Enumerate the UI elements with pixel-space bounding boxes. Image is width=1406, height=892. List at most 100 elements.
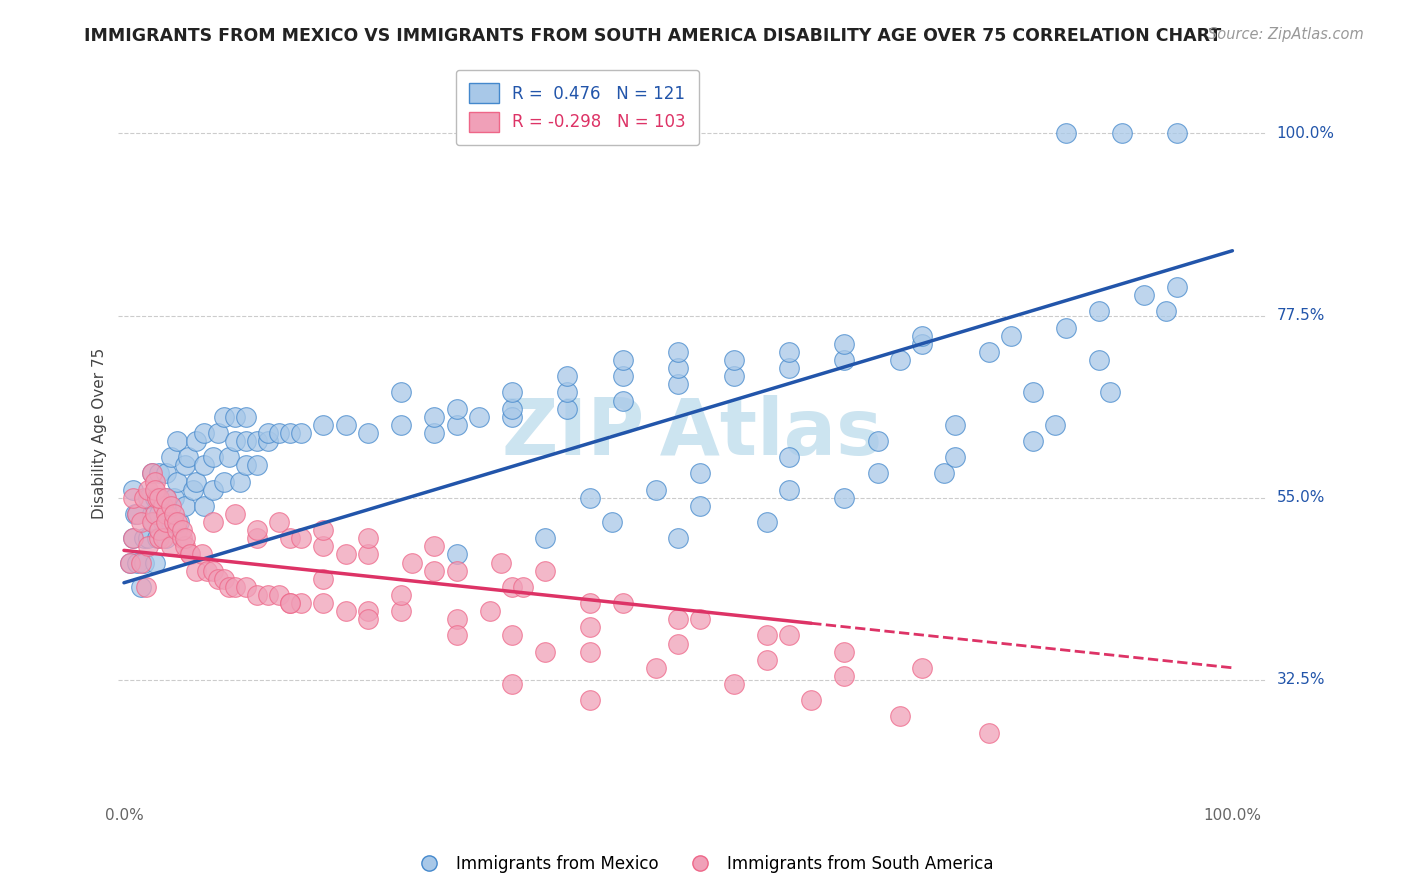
Point	[141, 507, 163, 521]
Point	[190, 548, 212, 562]
Point	[357, 425, 380, 440]
Point	[290, 596, 312, 610]
Point	[1132, 288, 1154, 302]
Point	[534, 531, 557, 545]
Point	[184, 434, 207, 448]
Point	[534, 564, 557, 578]
Point	[224, 580, 246, 594]
Point	[911, 336, 934, 351]
Point	[778, 628, 800, 642]
Point	[246, 588, 269, 602]
Point	[612, 596, 634, 610]
Point	[166, 434, 188, 448]
Point	[129, 556, 152, 570]
Point	[501, 385, 523, 400]
Point	[235, 409, 257, 424]
Point	[1166, 280, 1188, 294]
Point	[195, 564, 218, 578]
Text: 32.5%: 32.5%	[1277, 673, 1326, 688]
Point	[778, 483, 800, 497]
Point	[666, 612, 689, 626]
Point	[501, 401, 523, 416]
Point	[357, 612, 380, 626]
Point	[446, 612, 468, 626]
Point	[357, 548, 380, 562]
Point	[335, 548, 357, 562]
Text: ZIP Atlas: ZIP Atlas	[502, 395, 882, 471]
Point	[557, 369, 579, 384]
Point	[224, 409, 246, 424]
Point	[121, 531, 143, 545]
Point	[723, 353, 745, 368]
Point	[159, 515, 181, 529]
Point	[689, 499, 711, 513]
Point	[174, 499, 197, 513]
Point	[423, 564, 446, 578]
Point	[312, 539, 335, 553]
Point	[312, 596, 335, 610]
Point	[193, 425, 215, 440]
Point	[557, 401, 579, 416]
Point	[689, 467, 711, 481]
Point	[446, 548, 468, 562]
Point	[1022, 434, 1045, 448]
Point	[141, 467, 163, 481]
Point	[778, 345, 800, 359]
Point	[235, 434, 257, 448]
Point	[389, 604, 412, 618]
Point	[1054, 320, 1077, 334]
Point	[290, 425, 312, 440]
Point	[278, 425, 301, 440]
Text: IMMIGRANTS FROM MEXICO VS IMMIGRANTS FROM SOUTH AMERICA DISABILITY AGE OVER 75 C: IMMIGRANTS FROM MEXICO VS IMMIGRANTS FRO…	[84, 27, 1222, 45]
Point	[207, 425, 229, 440]
Point	[834, 491, 856, 505]
Point	[118, 556, 141, 570]
Point	[184, 564, 207, 578]
Point	[1088, 353, 1111, 368]
Point	[159, 499, 181, 513]
Point	[889, 353, 911, 368]
Point	[723, 369, 745, 384]
Point	[666, 361, 689, 376]
Legend: Immigrants from Mexico, Immigrants from South America: Immigrants from Mexico, Immigrants from …	[406, 848, 1000, 880]
Point	[138, 483, 160, 497]
Point	[501, 628, 523, 642]
Point	[127, 507, 149, 521]
Point	[934, 467, 956, 481]
Point	[423, 539, 446, 553]
Point	[138, 539, 160, 553]
Point	[132, 556, 155, 570]
Point	[446, 564, 468, 578]
Point	[834, 644, 856, 658]
Point	[389, 588, 412, 602]
Point	[129, 580, 152, 594]
Point	[1111, 126, 1133, 140]
Point	[224, 507, 246, 521]
Point	[127, 556, 149, 570]
Point	[138, 531, 160, 545]
Point	[800, 693, 823, 707]
Point	[534, 644, 557, 658]
Point	[501, 677, 523, 691]
Point	[578, 693, 600, 707]
Point	[132, 491, 155, 505]
Text: 100.0%: 100.0%	[1277, 126, 1334, 141]
Point	[146, 491, 169, 505]
Point	[1054, 126, 1077, 140]
Point	[1043, 417, 1066, 432]
Point	[866, 467, 889, 481]
Point	[401, 556, 423, 570]
Point	[612, 369, 634, 384]
Point	[148, 467, 170, 481]
Point	[212, 475, 235, 489]
Text: 55.0%: 55.0%	[1277, 491, 1324, 505]
Point	[201, 564, 224, 578]
Point	[218, 580, 240, 594]
Point	[501, 580, 523, 594]
Point	[148, 491, 170, 505]
Point	[269, 425, 291, 440]
Point	[1154, 304, 1177, 318]
Point	[155, 507, 177, 521]
Point	[446, 417, 468, 432]
Point	[166, 523, 188, 537]
